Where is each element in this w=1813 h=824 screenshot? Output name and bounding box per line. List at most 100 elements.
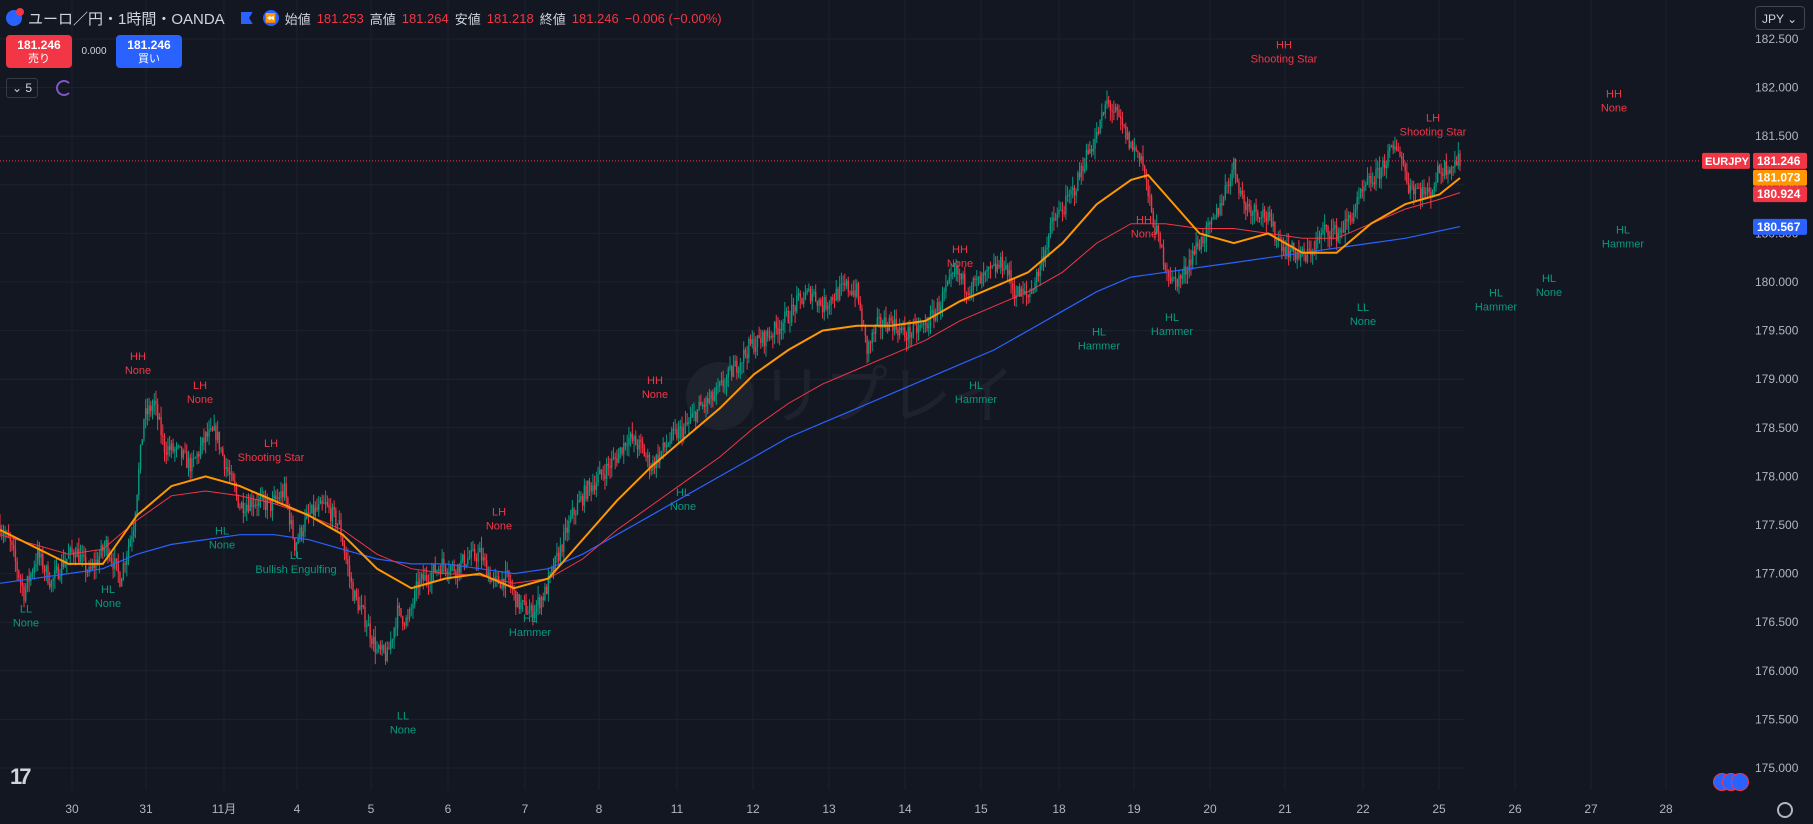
candle-body	[650, 469, 652, 471]
swing-annotation: Shooting Star	[1400, 127, 1467, 139]
candle-body	[126, 556, 128, 565]
currency-flags-icon[interactable]	[1713, 773, 1749, 791]
candle-body	[626, 445, 628, 447]
candle-body	[443, 558, 445, 566]
candle-body	[1061, 209, 1064, 213]
candle-body	[573, 508, 575, 515]
candle-body	[199, 446, 202, 457]
candle-body	[1120, 116, 1122, 119]
candle-body	[270, 499, 272, 511]
candle-body	[1443, 161, 1446, 176]
candle-body	[86, 571, 89, 573]
candle-body	[1226, 185, 1228, 187]
candle-body	[1370, 175, 1372, 184]
candle-body	[1058, 209, 1060, 215]
candle-body	[1212, 218, 1214, 220]
candle-body	[215, 425, 217, 441]
candle-body	[237, 495, 239, 508]
candle-body	[218, 431, 221, 450]
y-tick-label: 178.500	[1755, 421, 1799, 435]
candle-body	[259, 497, 262, 500]
candle-body	[989, 266, 992, 268]
flag-icon[interactable]	[240, 12, 253, 24]
candle-body	[1263, 209, 1266, 217]
candle-body	[1018, 286, 1021, 297]
high-value: 181.264	[401, 10, 449, 26]
refresh-icon[interactable]	[56, 80, 72, 96]
candle-body	[1202, 237, 1204, 244]
candle-body	[211, 427, 214, 431]
candle-body	[948, 276, 951, 282]
swing-annotation: Hammer	[1151, 326, 1194, 338]
buy-button[interactable]: 181.246 買い	[116, 35, 182, 68]
candle-body	[554, 555, 556, 572]
candle-body	[890, 317, 892, 321]
candle-body	[874, 324, 877, 334]
price-axis[interactable]	[1700, 0, 1813, 790]
candle-body	[744, 349, 747, 355]
candle-body	[1150, 196, 1153, 212]
candle-body	[355, 590, 358, 598]
candle-body	[93, 563, 95, 569]
candle-body	[74, 555, 77, 558]
candle-body	[1335, 224, 1338, 242]
symbol-flag-icon[interactable]	[6, 8, 24, 26]
x-tick-label: 31	[139, 802, 153, 816]
settings-icon[interactable]	[1777, 802, 1793, 818]
candle-body	[1366, 177, 1369, 185]
swing-annotation: HL	[1542, 273, 1556, 285]
candle-body	[55, 566, 58, 571]
candle-body	[1217, 208, 1220, 215]
candle-body	[792, 304, 795, 307]
replay-icon[interactable]: ⏪	[262, 10, 279, 26]
candle-body	[753, 339, 755, 352]
candle-body	[1210, 218, 1213, 225]
chart-header: ユーロ／円・1時間・OANDA ⏪ 始値 181.253 高値 181.264 安値…	[6, 8, 722, 28]
candle-body	[1413, 186, 1415, 195]
sell-button[interactable]: 181.246 売り	[6, 35, 72, 68]
candle-body	[518, 594, 520, 609]
candle-body	[174, 449, 176, 452]
candle-body	[1353, 212, 1355, 222]
candle-body	[945, 285, 947, 292]
candle-body	[213, 425, 215, 431]
candle-body	[285, 483, 287, 499]
candle-body	[671, 429, 673, 442]
candle-body	[814, 292, 817, 302]
candle-body	[395, 628, 397, 630]
candle-body	[1126, 132, 1129, 139]
candle-body	[790, 304, 793, 323]
candle-body	[1406, 171, 1408, 184]
candle-body	[751, 339, 753, 344]
candle-body	[1188, 259, 1190, 272]
candle-body	[986, 269, 988, 272]
candle-body	[1152, 211, 1154, 227]
candle-body	[484, 557, 486, 561]
candle-body	[593, 485, 596, 490]
tradingview-logo[interactable]: 17	[10, 764, 32, 789]
candle-body	[1191, 250, 1194, 265]
chart-title[interactable]: ユーロ／円・1時間・OANDA	[28, 10, 225, 28]
candle-body	[770, 335, 772, 338]
indicator-collapse-button[interactable]: ⌄ 5	[6, 78, 38, 98]
candle-body	[1404, 164, 1406, 172]
candle-body	[1181, 275, 1184, 279]
currency-select[interactable]: JPY ⌄	[1755, 6, 1805, 30]
candle-body	[1044, 249, 1047, 263]
candle-body	[1046, 247, 1048, 250]
candle-body	[597, 474, 599, 483]
swing-annotation: None	[125, 365, 151, 377]
candle-body	[487, 572, 490, 578]
candle-body	[204, 432, 207, 443]
candle-body	[283, 483, 286, 498]
candle-body	[1332, 228, 1334, 230]
candle-body	[434, 564, 436, 573]
candle-body	[2, 533, 5, 535]
y-tick-label: 182.500	[1755, 32, 1799, 46]
candle-body	[763, 331, 765, 347]
candle-body	[1176, 278, 1178, 287]
candle-body	[1229, 181, 1232, 187]
candle-body	[273, 495, 275, 499]
candle-body	[477, 552, 479, 562]
